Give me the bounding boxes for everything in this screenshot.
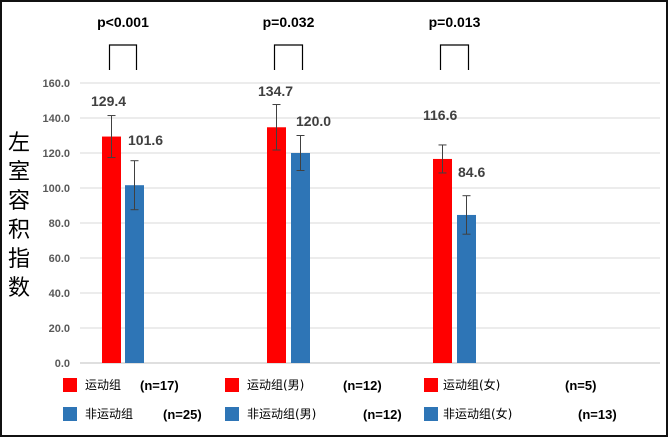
legend-count: (n=17) — [140, 378, 179, 393]
legend-count: (n=12) — [343, 378, 382, 393]
y-tick-label: 40.0 — [49, 288, 70, 300]
legend-label: 非运动组 — [85, 407, 133, 421]
legend-swatch — [63, 378, 77, 392]
y-axis-label-char: 数 — [8, 276, 30, 301]
y-axis-label-char: 室 — [8, 160, 30, 185]
legend-label: 运动组 — [85, 378, 121, 392]
bar — [433, 158, 452, 363]
legend-label: 运动组(女) — [443, 377, 500, 392]
y-axis-label-char: 左 — [8, 131, 30, 156]
y-tick-label: 80.0 — [49, 218, 70, 230]
y-tick-label: 20.0 — [49, 323, 70, 335]
data-label: 84.6 — [458, 164, 485, 180]
legend-label: 非运动组(男) — [247, 407, 316, 421]
legend-label: 非运动组(女) — [443, 406, 512, 421]
y-axis-label-char: 积 — [8, 218, 30, 243]
y-axis-label-char: 指 — [8, 247, 30, 272]
bar — [125, 185, 144, 363]
legend-label: 运动组(男) — [247, 378, 304, 392]
legend-swatch — [225, 378, 239, 392]
y-tick-label: 160.0 — [42, 78, 70, 90]
y-axis-label-char: 容 — [8, 189, 30, 214]
legend-swatch — [225, 407, 239, 421]
legend-count: (n=5) — [565, 378, 596, 393]
y-tick-label: 0.0 — [55, 358, 70, 370]
p-value-label: p<0.001 — [97, 14, 149, 30]
legend-count: (n=13) — [578, 407, 617, 422]
significance-bracket — [439, 44, 470, 70]
y-tick-label: 140.0 — [42, 113, 70, 125]
data-label: 129.4 — [91, 93, 126, 109]
y-tick-label: 60.0 — [49, 253, 70, 265]
legend-count: (n=12) — [363, 407, 402, 422]
data-label: 101.6 — [128, 132, 163, 148]
legend-swatch — [424, 378, 438, 392]
p-value-label: p=0.032 — [263, 14, 315, 30]
significance-bracket — [108, 44, 138, 70]
data-label: 120.0 — [296, 113, 331, 129]
bar — [291, 153, 310, 363]
legend-count: (n=25) — [163, 407, 202, 422]
p-value-label: p=0.013 — [429, 14, 481, 30]
significance-bracket — [273, 44, 304, 70]
bar — [457, 214, 476, 363]
data-label: 116.6 — [423, 107, 457, 123]
y-tick-label: 100.0 — [42, 183, 70, 195]
data-label: 134.7 — [258, 83, 293, 99]
y-tick-label: 120.0 — [42, 148, 70, 160]
legend-swatch — [424, 407, 438, 421]
legend-swatch — [63, 407, 77, 421]
bar — [102, 136, 121, 363]
bar — [267, 127, 286, 364]
